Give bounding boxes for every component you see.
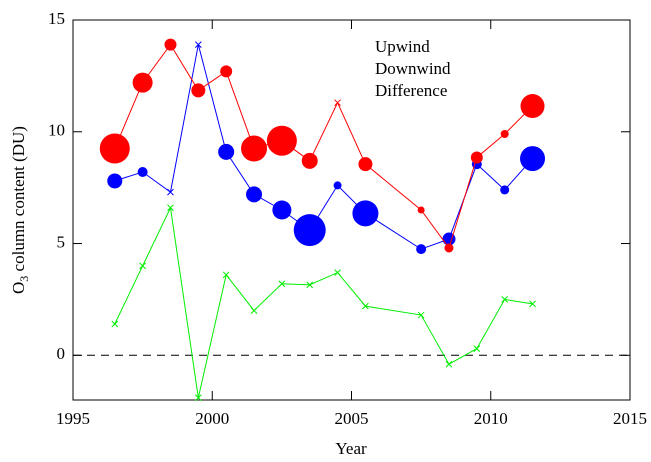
point bbox=[520, 146, 546, 172]
point bbox=[132, 72, 153, 93]
point bbox=[137, 167, 148, 177]
point bbox=[272, 200, 292, 220]
point-cross bbox=[417, 311, 425, 319]
point bbox=[333, 181, 342, 190]
point bbox=[246, 186, 263, 203]
plot-frame bbox=[72, 19, 631, 401]
legend-entry: Upwind bbox=[375, 37, 430, 56]
point bbox=[520, 94, 545, 119]
y-axis-label: O3 column content (DU) bbox=[9, 126, 31, 294]
series-line bbox=[114, 43, 533, 250]
point bbox=[301, 152, 318, 169]
x-tick-label: 1995 bbox=[56, 409, 90, 428]
point bbox=[352, 200, 379, 227]
point bbox=[107, 173, 123, 189]
point bbox=[358, 157, 373, 172]
y-label-rest: column content (DU) bbox=[9, 126, 28, 276]
point-cross bbox=[334, 99, 341, 107]
point-cross bbox=[501, 296, 509, 303]
point-cross bbox=[194, 41, 202, 48]
point-cross bbox=[167, 204, 174, 212]
point bbox=[191, 83, 206, 98]
point bbox=[500, 185, 510, 195]
y-tick-label: 5 bbox=[57, 232, 66, 251]
point-cross bbox=[529, 300, 536, 308]
x-axis-label: Year bbox=[335, 439, 367, 458]
x-tick-label: 2015 bbox=[613, 409, 647, 428]
point bbox=[416, 244, 427, 255]
point-cross bbox=[167, 188, 174, 196]
legend-entry: Difference bbox=[375, 81, 447, 100]
point-cross bbox=[222, 271, 230, 279]
x-tick-label: 2005 bbox=[335, 409, 369, 428]
point-cross bbox=[111, 320, 119, 328]
point-cross bbox=[334, 269, 341, 276]
point bbox=[218, 143, 235, 160]
x-tick-label: 2010 bbox=[474, 409, 508, 428]
point bbox=[164, 38, 177, 51]
point-cross bbox=[473, 345, 481, 352]
y-label-sub: 3 bbox=[17, 276, 31, 282]
point bbox=[470, 151, 483, 164]
point bbox=[444, 243, 454, 253]
y-label-main: O bbox=[9, 282, 28, 294]
point bbox=[220, 65, 233, 78]
series-line bbox=[114, 44, 533, 250]
point bbox=[241, 135, 268, 162]
point bbox=[417, 206, 425, 214]
point-cross bbox=[139, 262, 146, 270]
x-tick-label: 2000 bbox=[195, 409, 229, 428]
point-cross bbox=[250, 307, 258, 314]
point-cross bbox=[445, 360, 453, 368]
point-cross bbox=[306, 281, 314, 289]
point-cross bbox=[362, 302, 369, 310]
point bbox=[293, 214, 326, 247]
y-tick-label: 15 bbox=[48, 9, 65, 28]
y-tick-label: 0 bbox=[57, 344, 66, 363]
point bbox=[99, 133, 130, 164]
legend-entry: Downwind bbox=[375, 59, 451, 78]
point bbox=[500, 130, 509, 138]
point-cross bbox=[194, 394, 202, 402]
point bbox=[266, 125, 297, 156]
y-tick-label: 10 bbox=[48, 121, 65, 140]
point-cross bbox=[278, 280, 286, 288]
